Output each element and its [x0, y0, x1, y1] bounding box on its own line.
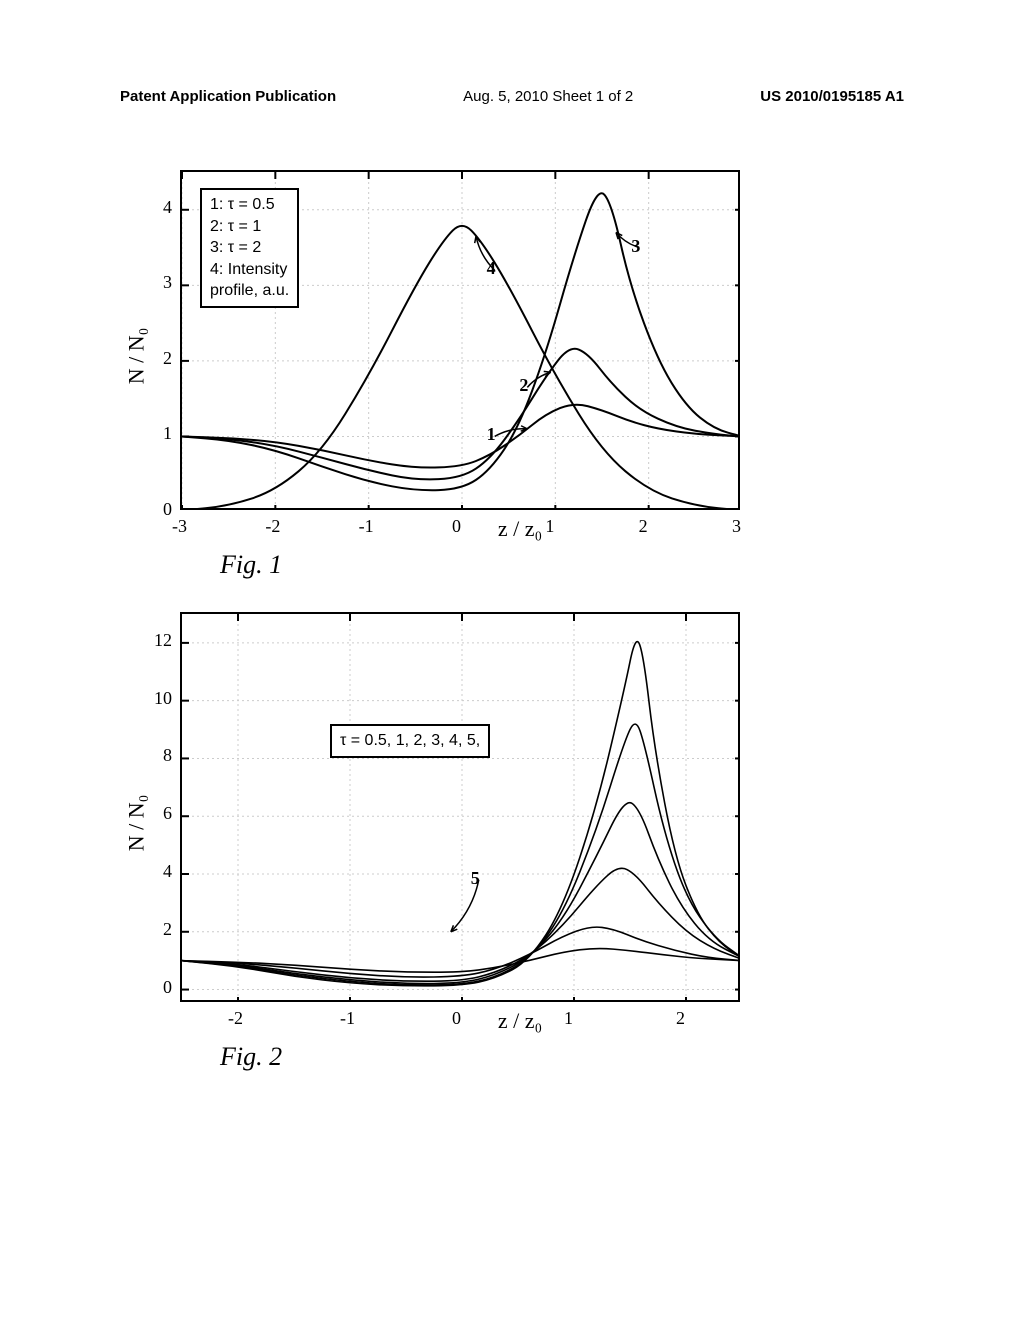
- ytick-label: 2: [146, 348, 172, 369]
- legend-line: profile, a.u.: [210, 280, 289, 302]
- xtick-label: -3: [172, 516, 187, 537]
- header-center: Aug. 5, 2010 Sheet 1 of 2: [463, 88, 633, 105]
- ytick-label: 8: [146, 745, 172, 766]
- ytick-label: 2: [146, 919, 172, 940]
- header-right: US 2010/0195185 A1: [760, 88, 904, 105]
- figure-1: N / N₀ 1: τ = 0.52: τ = 13: τ = 24: Inte…: [180, 170, 860, 542]
- ytick-label: 12: [146, 630, 172, 651]
- fig2-legend: τ = 0.5, 1, 2, 3, 4, 5,: [330, 724, 490, 758]
- series-1: [182, 405, 740, 468]
- curve-label-1: 1: [487, 424, 496, 445]
- ytick-label: 1: [146, 423, 172, 444]
- xtick-label: 1: [545, 516, 554, 537]
- xtick-label: 0: [452, 516, 461, 537]
- fig1-legend: 1: τ = 0.52: τ = 13: τ = 24: Intensitypr…: [200, 188, 299, 308]
- xtick-label: -2: [265, 516, 280, 537]
- legend-line: τ = 0.5, 1, 2, 3, 4, 5,: [340, 730, 480, 752]
- fig2-xlabel: z / z₀: [180, 1008, 860, 1034]
- legend-line: 2: τ = 1: [210, 216, 289, 238]
- fig2-plot: [180, 612, 740, 1002]
- xtick-label: 2: [639, 516, 648, 537]
- figure-2: N / N₀ τ = 0.5, 1, 2, 3, 4, 5, z / z₀ Fi…: [180, 612, 860, 1034]
- header-left: Patent Application Publication: [120, 88, 336, 105]
- ytick-label: 0: [146, 977, 172, 998]
- curve-label-2: 2: [519, 375, 528, 396]
- series-3: [182, 803, 740, 984]
- xtick-label: 0: [452, 1008, 461, 1029]
- xtick-label: 2: [676, 1008, 685, 1029]
- ytick-label: 10: [146, 688, 172, 709]
- xtick-label: -1: [340, 1008, 355, 1029]
- xtick-label: -2: [228, 1008, 243, 1029]
- ytick-label: 3: [146, 272, 172, 293]
- curve-label-3: 3: [631, 236, 640, 257]
- ytick-label: 6: [146, 803, 172, 824]
- xtick-label: -1: [359, 516, 374, 537]
- xtick-label: 3: [732, 516, 741, 537]
- ytick-label: 0: [146, 499, 172, 520]
- legend-line: 3: τ = 2: [210, 237, 289, 259]
- ytick-label: 4: [146, 197, 172, 218]
- fig1-caption: Fig. 1: [220, 550, 282, 580]
- series-2: [182, 349, 740, 480]
- legend-line: 1: τ = 0.5: [210, 194, 289, 216]
- ytick-label: 4: [146, 861, 172, 882]
- curve-label-4: 4: [487, 258, 496, 279]
- curve-label-5: 5: [471, 868, 480, 889]
- legend-line: 4: Intensity: [210, 259, 289, 281]
- fig2-caption: Fig. 2: [220, 1042, 282, 1072]
- series-5: [182, 642, 740, 986]
- xtick-label: 1: [564, 1008, 573, 1029]
- fig1-xlabel: z / z₀: [180, 516, 860, 542]
